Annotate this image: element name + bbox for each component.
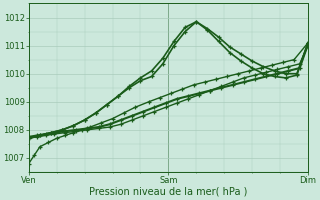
X-axis label: Pression niveau de la mer( hPa ): Pression niveau de la mer( hPa ) bbox=[89, 187, 248, 197]
